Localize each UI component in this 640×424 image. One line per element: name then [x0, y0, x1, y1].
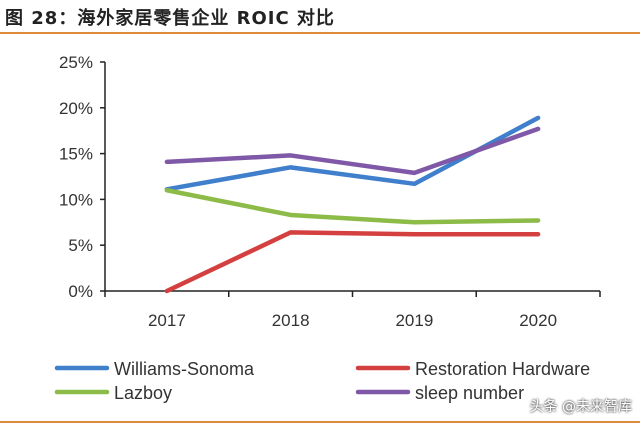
title-divider [0, 32, 640, 34]
bottom-divider [0, 421, 640, 423]
series-line-lazboy [164, 187, 541, 225]
series-line-williams-sonoma [164, 115, 541, 192]
legend-label: Restoration Hardware [415, 359, 590, 379]
x-tick-label: 2018 [272, 311, 310, 330]
watermark: 头条 @未来智库 [529, 399, 632, 415]
y-tick-label: 0% [68, 282, 93, 301]
y-tick-label: 25% [59, 53, 93, 72]
legend-label: Lazboy [114, 383, 172, 403]
legend-label: sleep number [415, 383, 524, 403]
series-line-sleep-number [164, 126, 541, 176]
x-tick-label: 2020 [519, 311, 557, 330]
y-tick-label: 5% [68, 236, 93, 255]
x-tick-label: 2017 [148, 311, 186, 330]
legend-label: Williams-Sonoma [114, 359, 255, 379]
y-tick-label: 10% [59, 190, 93, 209]
y-tick-label: 20% [59, 99, 93, 118]
y-tick-label: 15% [59, 145, 93, 164]
figure-title: 图 28：海外家居零售企业 ROIC 对比 [5, 8, 335, 29]
x-tick-label: 2019 [395, 311, 433, 330]
series-line-restoration-hardware [164, 230, 541, 294]
